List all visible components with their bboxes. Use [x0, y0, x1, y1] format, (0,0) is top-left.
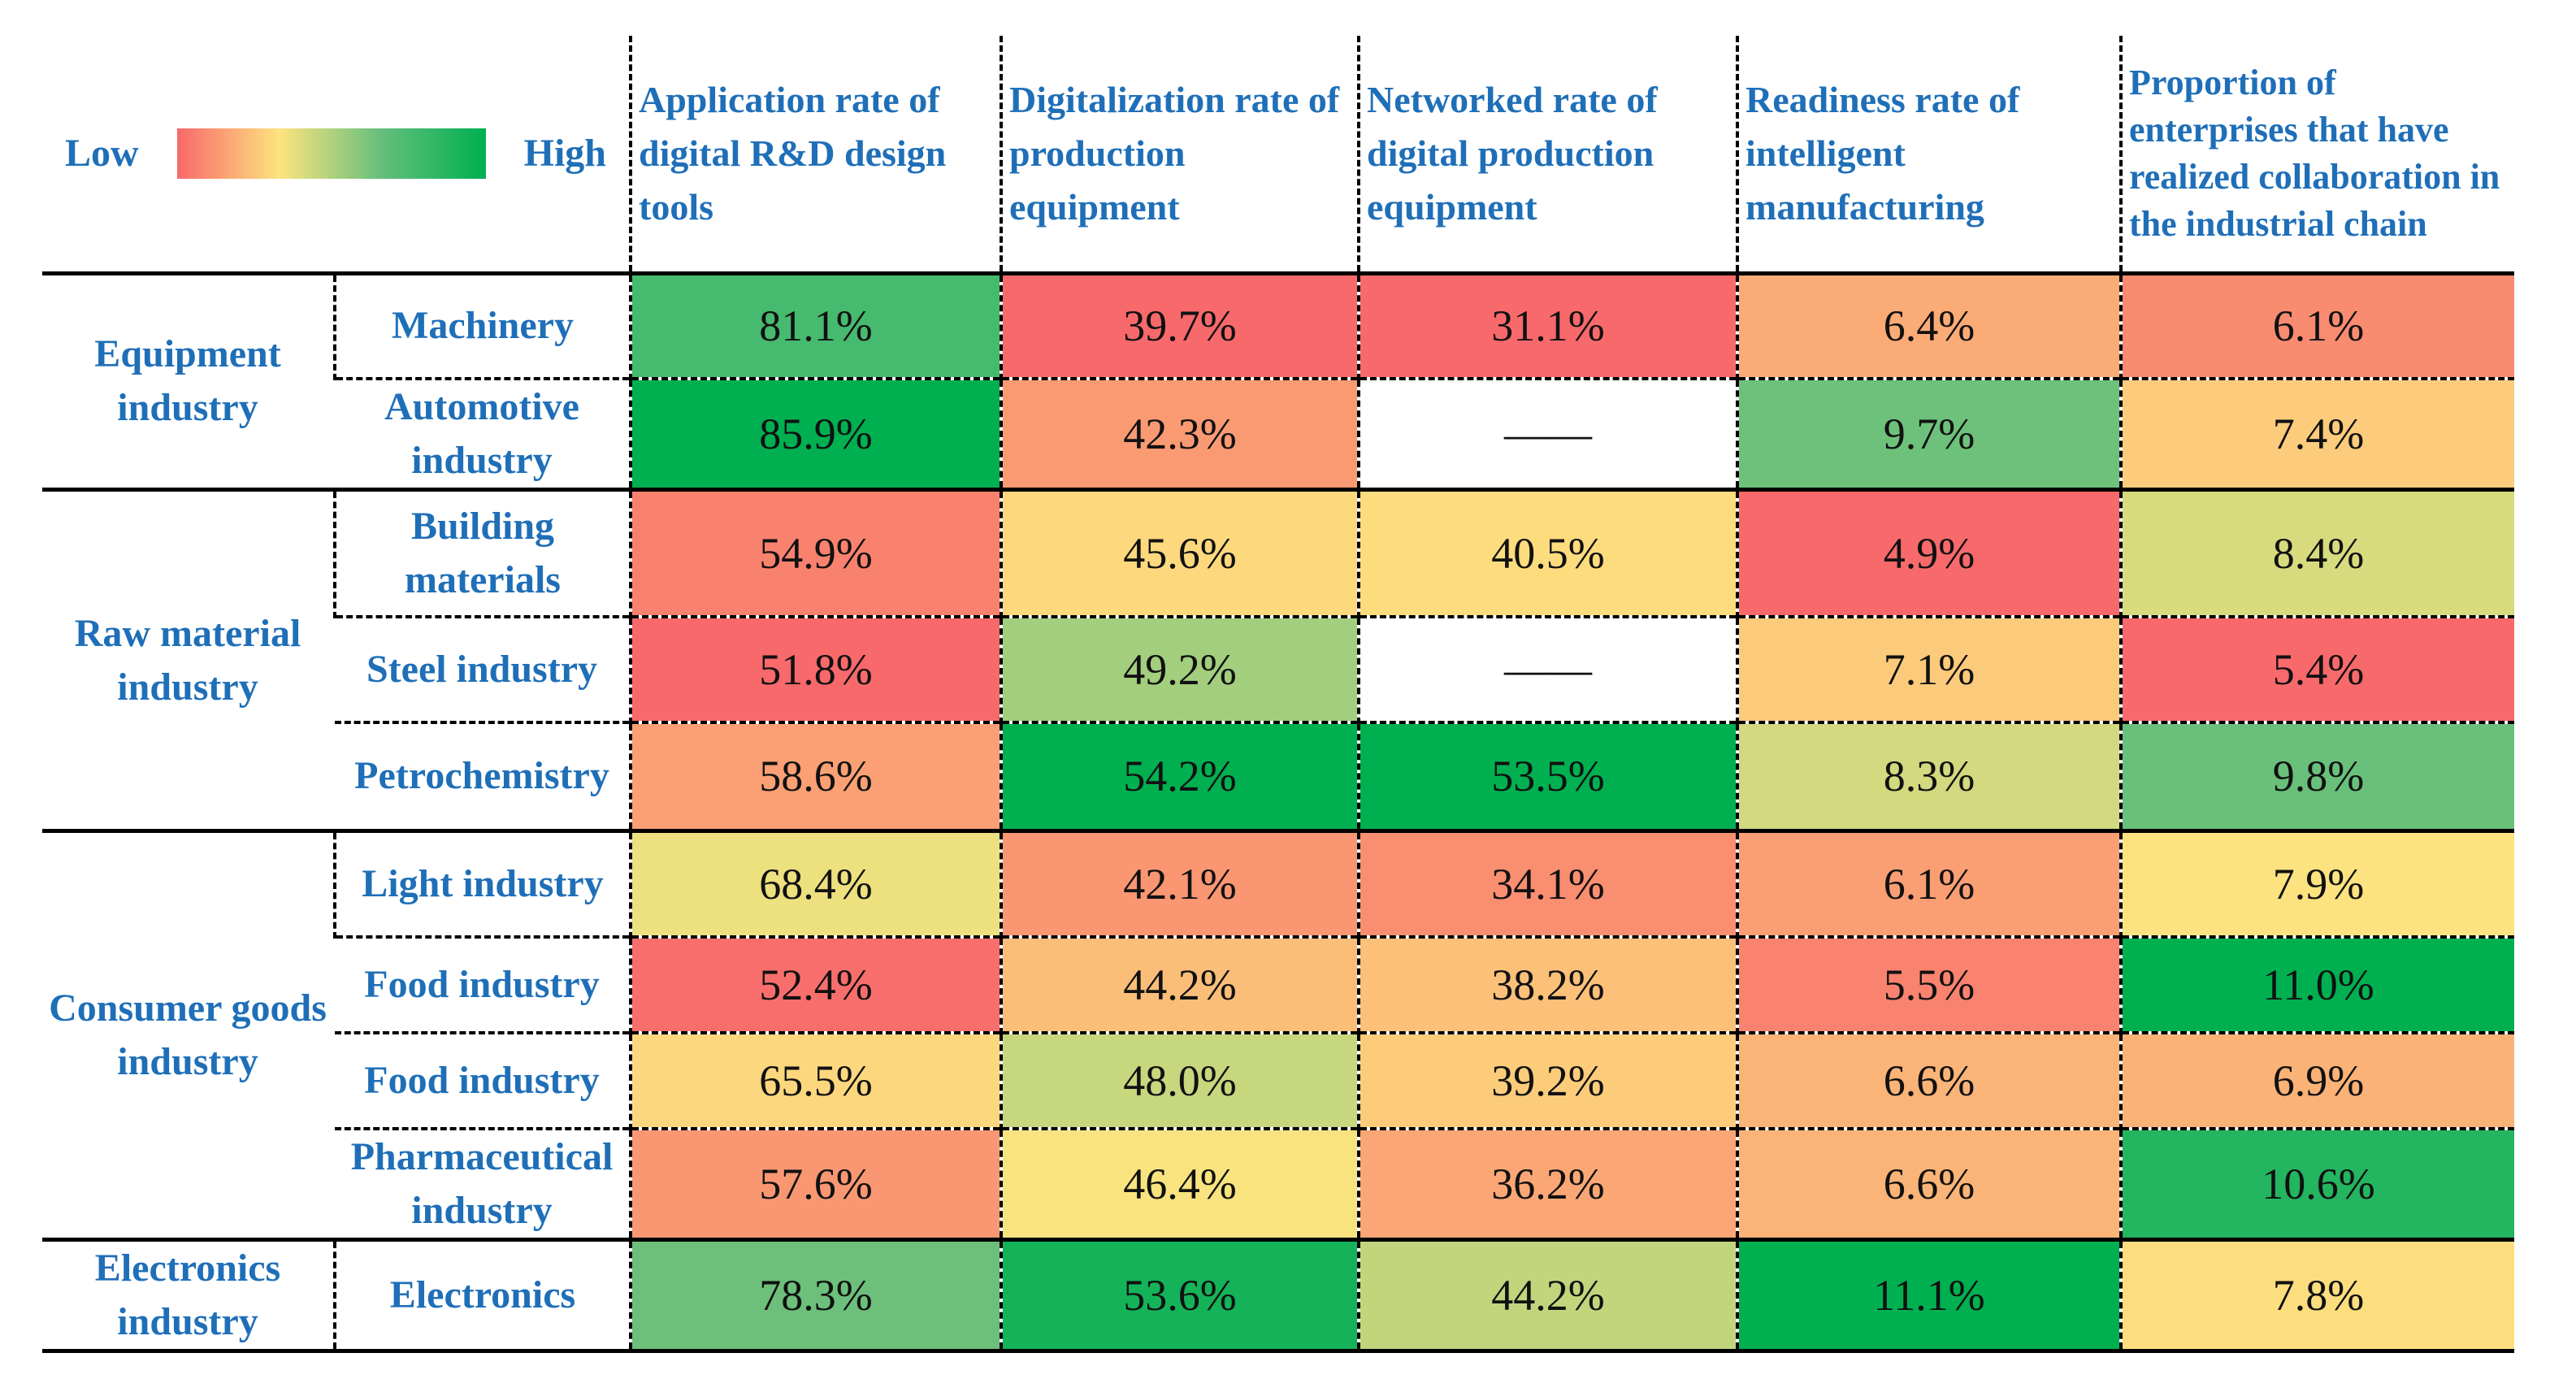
heat-cell: 6.1% — [1736, 829, 2121, 937]
table-row: Pharmaceutical industry 57.6% 46.4% 36.2% 6.… — [42, 1126, 2514, 1239]
column-header: Readiness rate of intelligent manufactur… — [1736, 36, 2121, 273]
subsector-label: Food industry — [335, 935, 631, 1033]
heat-cell: 11.1% — [1736, 1237, 2121, 1353]
heat-cell: 40.5% — [1357, 488, 1737, 617]
subsector-label: Food industry — [335, 1030, 631, 1129]
heat-cell: 53.6% — [1000, 1237, 1359, 1353]
table-row: Consumer goods industry Light industry 68.… — [42, 829, 2514, 1239]
heat-cell: 39.2% — [1357, 1030, 1737, 1129]
legend-color-bar — [176, 128, 486, 179]
heat-cell: 45.6% — [1000, 488, 1359, 617]
heat-cell: 78.3% — [629, 1237, 1001, 1353]
subsector-label: Petrochemistry — [335, 720, 631, 831]
heat-cell: 6.9% — [2119, 1030, 2514, 1129]
heat-cell: 8.4% — [2119, 488, 2514, 617]
heat-cell: —— — [1357, 377, 1737, 490]
table-row: Electronics industry Electronics 78.3% 53.6… — [42, 1237, 2514, 1353]
table-row: Food industry 65.5% 48.0% 39.2% 6.6% 6.9% — [42, 1030, 2514, 1129]
heat-cell: 46.4% — [1000, 1126, 1359, 1239]
heat-cell: 9.8% — [2119, 720, 2514, 831]
subsector-label: Steel industry — [335, 614, 631, 722]
heat-cell: 48.0% — [1000, 1030, 1359, 1129]
group-label: Consumer goods industry — [42, 829, 335, 1239]
heat-cell: 10.6% — [2119, 1126, 2514, 1239]
heat-cell: 54.2% — [1000, 720, 1359, 831]
heat-cell: —— — [1357, 614, 1737, 722]
heat-cell: 4.9% — [1736, 488, 2121, 617]
heat-cell: 6.6% — [1736, 1126, 2121, 1239]
heat-cell: 5.5% — [1736, 935, 2121, 1033]
heat-cell: 7.8% — [2119, 1237, 2514, 1353]
subsector-label: Automotive industry — [335, 377, 631, 490]
heat-cell: 7.9% — [2119, 829, 2514, 937]
heat-cell: 6.1% — [2119, 271, 2514, 379]
heat-cell: 57.6% — [629, 1126, 1001, 1239]
heat-cell: 38.2% — [1357, 935, 1737, 1033]
legend-low-label: Low — [65, 132, 139, 176]
heat-cell: 5.4% — [2119, 614, 2514, 722]
heat-cell: 39.7% — [1000, 271, 1359, 379]
table-row: Automotive industry 85.9% 42.3% —— 9.7% 7.4% — [42, 377, 2514, 490]
heat-cell: 42.3% — [1000, 377, 1359, 490]
heat-cell: 11.0% — [2119, 935, 2514, 1033]
table-row: Petrochemistry 58.6% 54.2% 53.5% 8.3% 9.8% — [42, 720, 2514, 831]
heat-cell: 52.4% — [629, 935, 1001, 1033]
subsector-label: Building materials — [333, 488, 631, 617]
heat-cell: 31.1% — [1357, 271, 1737, 379]
heat-cell: 44.2% — [1357, 1237, 1737, 1353]
column-header: Digitalization rate of production equipm… — [1000, 36, 1359, 273]
heat-cell: 68.4% — [629, 829, 1001, 937]
heat-cell: 81.1% — [629, 271, 1001, 379]
header-row: Low High Application rate of digital R&D d… — [42, 36, 2514, 273]
table-row: Raw material industry Building materials 5… — [42, 488, 2514, 831]
heat-cell: 6.6% — [1736, 1030, 2121, 1129]
heat-cell: 8.3% — [1736, 720, 2121, 831]
table-row: Equipment industry Machinery 81.1% 39.7% 31.… — [42, 271, 2514, 490]
heat-cell: 9.7% — [1736, 377, 2121, 490]
column-header: Application rate of digital R&D design t… — [629, 36, 1001, 273]
group-label: Electronics industry — [42, 1237, 335, 1353]
subsector-label: Pharmaceutical industry — [335, 1126, 631, 1239]
heat-cell: 65.5% — [629, 1030, 1001, 1129]
group-label: Raw material industry — [42, 488, 335, 831]
heat-cell: 85.9% — [629, 377, 1001, 490]
missing-value: —— — [1504, 410, 1592, 458]
column-header: Proportion of enterprises that have real… — [2119, 36, 2514, 273]
heat-cell: 49.2% — [1000, 614, 1359, 722]
group-label: Equipment industry — [42, 271, 335, 490]
heat-cell: 54.9% — [629, 488, 1001, 617]
table-row: Steel industry 51.8% 49.2% —— 7.1% 5.4% — [42, 614, 2514, 722]
table-row: Food industry 52.4% 44.2% 38.2% 5.5% 11.0% — [42, 935, 2514, 1033]
heat-cell: 58.6% — [629, 720, 1001, 831]
subsector-label: Light industry — [333, 829, 631, 937]
subsector-label: Machinery — [333, 271, 631, 379]
heat-cell: 44.2% — [1000, 935, 1359, 1033]
column-header: Networked rate of digital production equ… — [1357, 36, 1737, 273]
heat-cell: 36.2% — [1357, 1126, 1737, 1239]
legend-scale: Low High — [42, 128, 629, 179]
legend-high-label: High — [523, 132, 606, 176]
legend: Low High — [42, 36, 631, 273]
heat-cell: 6.4% — [1736, 271, 2121, 379]
heat-cell: 53.5% — [1357, 720, 1737, 831]
heat-cell: 7.1% — [1736, 614, 2121, 722]
heat-cell: 42.1% — [1000, 829, 1359, 937]
heatmap-table: Low High Application rate of digital R&D d… — [42, 36, 2514, 1353]
subsector-label: Electronics — [333, 1237, 631, 1353]
heat-cell: 51.8% — [629, 614, 1001, 722]
heat-cell: 34.1% — [1357, 829, 1737, 937]
missing-value: —— — [1504, 644, 1592, 694]
heat-cell: 7.4% — [2119, 377, 2514, 490]
